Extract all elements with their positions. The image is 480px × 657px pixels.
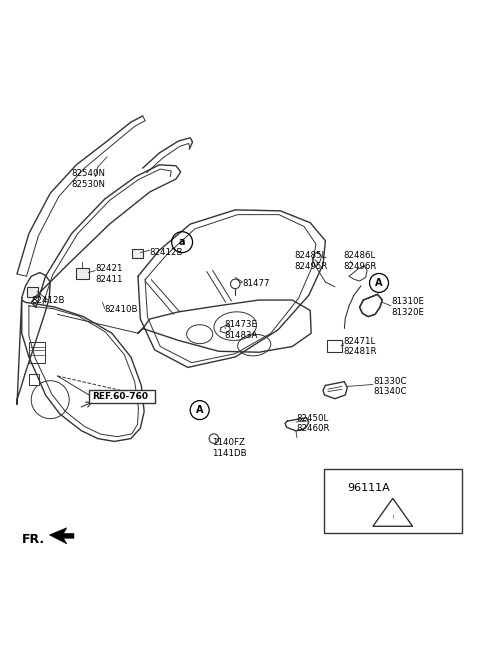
Text: A: A <box>196 405 204 415</box>
Text: 82412B: 82412B <box>150 248 183 257</box>
FancyBboxPatch shape <box>324 469 462 533</box>
Text: 96111A: 96111A <box>348 484 390 493</box>
Text: a: a <box>179 237 185 247</box>
Text: 82486L
82496R: 82486L 82496R <box>343 252 377 271</box>
Text: 82540N
82530N: 82540N 82530N <box>72 170 106 189</box>
Text: REF.60-760: REF.60-760 <box>92 392 148 401</box>
Text: 81310E
81320E: 81310E 81320E <box>392 298 425 317</box>
Text: 81330C
81340C: 81330C 81340C <box>374 376 408 396</box>
Text: 82471L
82481R: 82471L 82481R <box>343 337 377 356</box>
Text: 82485L
82495R: 82485L 82495R <box>295 252 328 271</box>
Text: 1140FZ
1141DB: 1140FZ 1141DB <box>212 438 246 458</box>
Text: 82450L
82460R: 82450L 82460R <box>296 414 329 433</box>
FancyBboxPatch shape <box>327 340 342 351</box>
Text: 82421
82411: 82421 82411 <box>96 264 123 284</box>
Text: A: A <box>375 278 383 288</box>
Text: 81473E
81483A: 81473E 81483A <box>225 320 258 340</box>
Text: !: ! <box>392 515 394 520</box>
Text: FR.: FR. <box>22 533 45 546</box>
Text: 82412B: 82412B <box>31 296 65 306</box>
FancyBboxPatch shape <box>132 249 143 258</box>
Text: a: a <box>333 484 339 493</box>
FancyBboxPatch shape <box>89 390 155 403</box>
FancyBboxPatch shape <box>29 374 39 385</box>
Text: 81477: 81477 <box>242 279 270 288</box>
FancyBboxPatch shape <box>29 342 45 363</box>
FancyBboxPatch shape <box>27 286 38 297</box>
FancyBboxPatch shape <box>76 268 89 279</box>
Text: 82410B: 82410B <box>105 305 138 314</box>
Polygon shape <box>49 528 74 544</box>
